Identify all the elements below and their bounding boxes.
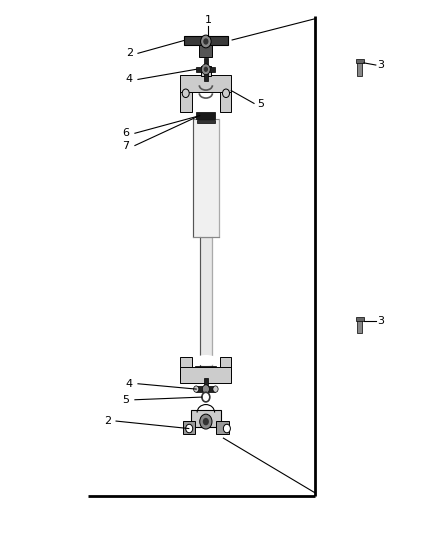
Circle shape	[202, 392, 210, 402]
Bar	[180, 367, 231, 383]
Text: 7: 7	[123, 141, 130, 150]
Circle shape	[203, 418, 209, 425]
Bar	[193, 119, 219, 237]
Bar	[356, 317, 364, 321]
Bar	[184, 36, 228, 45]
Circle shape	[213, 386, 218, 392]
Circle shape	[203, 38, 208, 45]
Circle shape	[186, 424, 193, 433]
Bar	[180, 88, 192, 112]
Text: 2: 2	[104, 416, 111, 426]
Bar	[357, 319, 362, 333]
Ellipse shape	[194, 355, 218, 366]
Bar	[200, 237, 212, 368]
Bar	[196, 386, 215, 392]
Bar	[357, 61, 362, 76]
Bar	[191, 410, 221, 427]
Bar	[196, 112, 215, 119]
Text: 2: 2	[126, 49, 133, 58]
Text: 4: 4	[126, 379, 133, 389]
Bar	[205, 394, 207, 400]
Circle shape	[204, 67, 208, 72]
Bar	[195, 366, 216, 374]
Circle shape	[201, 35, 211, 48]
Circle shape	[223, 424, 230, 433]
Bar	[180, 75, 231, 92]
Text: 1: 1	[205, 15, 212, 25]
Text: 3: 3	[378, 60, 385, 70]
Bar	[204, 378, 208, 400]
Text: 4: 4	[126, 75, 133, 84]
Circle shape	[223, 89, 230, 98]
Bar	[183, 421, 195, 434]
Bar	[201, 66, 211, 76]
Ellipse shape	[194, 101, 218, 115]
Bar	[356, 59, 364, 63]
Bar	[197, 120, 215, 123]
Bar	[216, 421, 229, 434]
Circle shape	[202, 385, 209, 393]
Text: 5: 5	[257, 100, 264, 109]
Text: 6: 6	[123, 128, 130, 138]
Bar	[180, 357, 192, 378]
Text: 5: 5	[123, 395, 130, 405]
Circle shape	[182, 89, 189, 98]
Bar	[204, 58, 208, 81]
Circle shape	[194, 386, 199, 392]
Bar	[200, 109, 212, 213]
Bar	[199, 45, 212, 57]
Bar	[220, 88, 231, 112]
Bar	[196, 67, 215, 71]
Bar	[220, 357, 231, 378]
Circle shape	[200, 414, 212, 429]
Circle shape	[201, 64, 210, 75]
Text: 3: 3	[378, 316, 385, 326]
